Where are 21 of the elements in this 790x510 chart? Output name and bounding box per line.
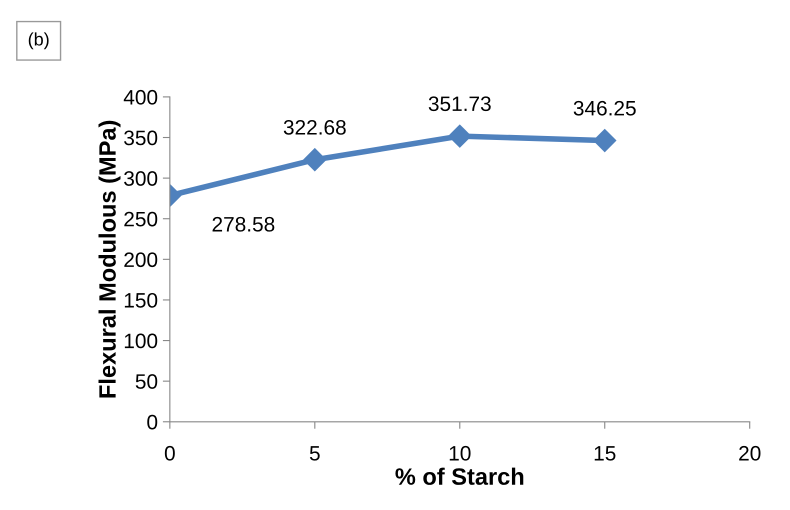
y-tick-label: 100 [124, 334, 158, 348]
y-tick-label: 50 [136, 374, 158, 389]
y-tick-label: 150 [124, 292, 158, 308]
data-label: 346.25 [574, 100, 636, 116]
y-tick-label: 200 [124, 252, 158, 268]
y-tick-label: 350 [124, 130, 158, 146]
x-axis-title: % of Starch [395, 468, 524, 485]
y-tick-label: 0 [147, 414, 158, 430]
x-tick-label: 20 [739, 446, 760, 461]
data-label: 278.58 [212, 216, 274, 232]
data-label: 322.68 [284, 120, 346, 135]
y-tick-label: 300 [124, 171, 158, 186]
x-tick-label: 15 [594, 446, 616, 461]
y-tick-label: 400 [124, 90, 158, 105]
x-tick-label: 10 [450, 446, 471, 461]
x-tick-label: 5 [310, 446, 320, 461]
text: (b) [28, 32, 49, 50]
y-axis-title: Flexural Modulous (MPa) [98, 120, 121, 398]
y-tick-label: 250 [124, 212, 158, 226]
data-label: 351.73 [428, 96, 491, 112]
x-tick-label: 0 [164, 446, 175, 461]
